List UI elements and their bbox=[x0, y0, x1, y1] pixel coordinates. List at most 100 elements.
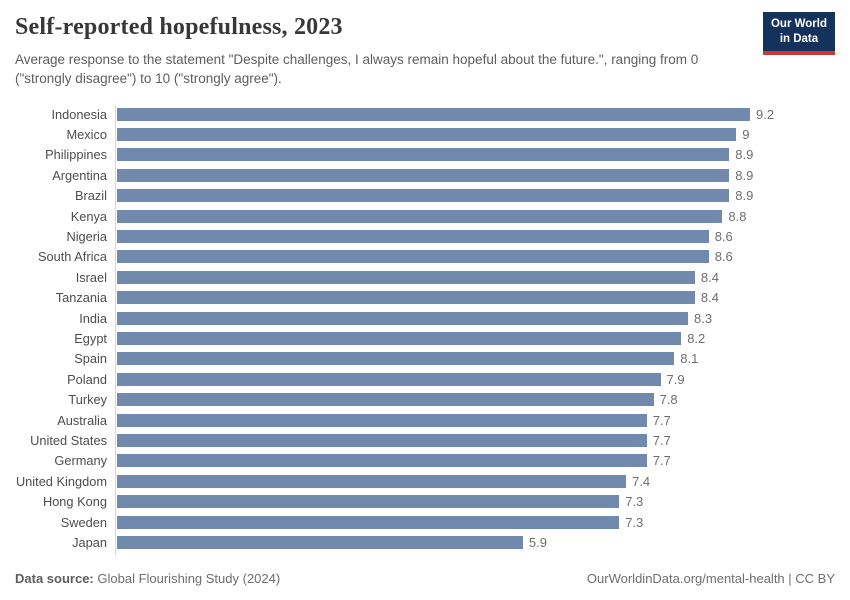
owid-logo[interactable]: Our World in Data bbox=[762, 12, 835, 55]
country-label[interactable]: Nigeria bbox=[66, 229, 107, 245]
bar[interactable] bbox=[117, 535, 523, 549]
country-label[interactable]: United States bbox=[30, 432, 107, 448]
y-axis-line bbox=[115, 105, 116, 555]
bar-value-label: 9 bbox=[742, 127, 750, 143]
bar-row: Kenya 8.8 bbox=[15, 206, 835, 226]
bar-row: Poland 7.9 bbox=[15, 369, 835, 389]
bar[interactable] bbox=[117, 393, 654, 407]
country-label[interactable]: Tanzania bbox=[55, 290, 107, 306]
bar[interactable] bbox=[117, 128, 737, 142]
country-label[interactable]: Spain bbox=[74, 351, 107, 367]
bar-track: 7.7 bbox=[116, 430, 835, 450]
bar[interactable] bbox=[117, 148, 730, 162]
bar-track: 7.9 bbox=[116, 369, 835, 389]
bar-value-label: 5.9 bbox=[528, 534, 547, 550]
bar-value-label: 7.9 bbox=[666, 371, 685, 387]
bar-row: Argentina 8.9 bbox=[15, 165, 835, 185]
country-label[interactable]: Japan bbox=[72, 534, 107, 550]
bar-row: Tanzania 8.4 bbox=[15, 288, 835, 308]
bar[interactable] bbox=[117, 474, 627, 488]
chart-header: Self-reported hopefulness, 2023 Average … bbox=[15, 12, 835, 88]
bar-track: 8.1 bbox=[116, 349, 835, 369]
bar-track: 7.7 bbox=[116, 410, 835, 430]
bar[interactable] bbox=[117, 270, 695, 284]
bar-value-label: 7.7 bbox=[652, 453, 671, 469]
country-label[interactable]: Australia bbox=[57, 412, 107, 428]
bar[interactable] bbox=[117, 331, 682, 345]
bar-row: United States 7.7 bbox=[15, 430, 835, 450]
bar[interactable] bbox=[117, 189, 730, 203]
bar-row: Indonesia 9.2 bbox=[15, 104, 835, 124]
data-source-label: Data source: bbox=[15, 571, 94, 586]
bar-track: 8.9 bbox=[116, 145, 835, 165]
country-label[interactable]: Indonesia bbox=[51, 106, 108, 122]
bar-value-label: 7.7 bbox=[652, 432, 671, 448]
owid-logo-line1: Our World bbox=[770, 18, 827, 30]
bar-row: Turkey 7.8 bbox=[15, 389, 835, 409]
country-label[interactable]: Hong Kong bbox=[42, 494, 107, 510]
bar-value-label: 7.8 bbox=[659, 392, 678, 408]
bar[interactable] bbox=[117, 515, 620, 529]
bar[interactable] bbox=[117, 311, 688, 325]
country-label[interactable]: South Africa bbox=[37, 249, 107, 265]
bar-track: 8.9 bbox=[116, 165, 835, 185]
bar-track: 8.9 bbox=[116, 186, 835, 206]
country-label[interactable]: Argentina bbox=[52, 167, 107, 183]
country-label[interactable]: Mexico bbox=[66, 127, 107, 143]
owid-logo-line2: in Data bbox=[779, 32, 819, 45]
bar-row: South Africa 8.6 bbox=[15, 247, 835, 267]
bar[interactable] bbox=[117, 454, 647, 468]
bar-row: Spain 8.1 bbox=[15, 349, 835, 369]
country-label[interactable]: Turkey bbox=[68, 392, 107, 408]
country-label[interactable]: Germany bbox=[54, 453, 107, 469]
bar-row: United Kingdom 7.4 bbox=[15, 471, 835, 491]
bar[interactable] bbox=[117, 433, 647, 447]
bar-value-label: 7.3 bbox=[625, 494, 644, 510]
bar[interactable] bbox=[117, 413, 647, 427]
bar[interactable] bbox=[117, 209, 723, 223]
country-label[interactable]: Kenya bbox=[70, 208, 107, 224]
bar-track: 8.2 bbox=[116, 328, 835, 348]
country-label[interactable]: Brazil bbox=[75, 188, 107, 204]
bar-track: 7.8 bbox=[116, 389, 835, 409]
bar[interactable] bbox=[117, 168, 730, 182]
country-label[interactable]: Sweden bbox=[60, 514, 107, 530]
bar[interactable] bbox=[117, 291, 695, 305]
bar-value-label: 7.7 bbox=[652, 412, 671, 428]
bar-value-label: 7.3 bbox=[625, 514, 644, 530]
bar[interactable] bbox=[117, 107, 750, 121]
bar-row: Australia 7.7 bbox=[15, 410, 835, 430]
country-label[interactable]: India bbox=[79, 310, 107, 326]
bar-value-label: 8.8 bbox=[728, 208, 747, 224]
bar-track: 7.3 bbox=[116, 491, 835, 511]
bar-value-label: 8.9 bbox=[735, 147, 754, 163]
bar-row: Hong Kong 7.3 bbox=[15, 491, 835, 511]
bar[interactable] bbox=[117, 230, 709, 244]
bar-track: 7.3 bbox=[116, 512, 835, 532]
bar-value-label: 8.6 bbox=[714, 229, 733, 245]
data-source-value: Global Flourishing Study (2024) bbox=[97, 571, 281, 586]
bar-track: 8.6 bbox=[116, 247, 835, 267]
bar-chart: Indonesia 9.2 Mexico 9 Philippines 8.9 Argenti… bbox=[15, 104, 835, 555]
bar-value-label: 8.2 bbox=[687, 330, 706, 346]
country-label[interactable]: Poland bbox=[67, 371, 107, 387]
bar-track: 7.7 bbox=[116, 451, 835, 471]
bar-row: Nigeria 8.6 bbox=[15, 226, 835, 246]
country-label[interactable]: Israel bbox=[75, 269, 107, 285]
bar-value-label: 8.1 bbox=[680, 351, 699, 367]
bar[interactable] bbox=[117, 495, 620, 509]
bar-row: Philippines 8.9 bbox=[15, 145, 835, 165]
bar-track: 7.4 bbox=[116, 471, 835, 491]
bar-row: Israel 8.4 bbox=[15, 267, 835, 287]
country-label[interactable]: United Kingdom bbox=[15, 473, 107, 489]
bar[interactable] bbox=[117, 250, 709, 264]
bar[interactable] bbox=[117, 372, 661, 386]
country-label[interactable]: Philippines bbox=[45, 147, 107, 163]
bar-track: 9 bbox=[116, 124, 835, 144]
bar[interactable] bbox=[117, 352, 675, 366]
bar-value-label: 8.9 bbox=[735, 188, 754, 204]
country-label[interactable]: Egypt bbox=[74, 330, 107, 346]
attribution: OurWorldinData.org/mental-health | CC BY bbox=[586, 571, 835, 586]
bar-value-label: 9.2 bbox=[756, 106, 775, 122]
